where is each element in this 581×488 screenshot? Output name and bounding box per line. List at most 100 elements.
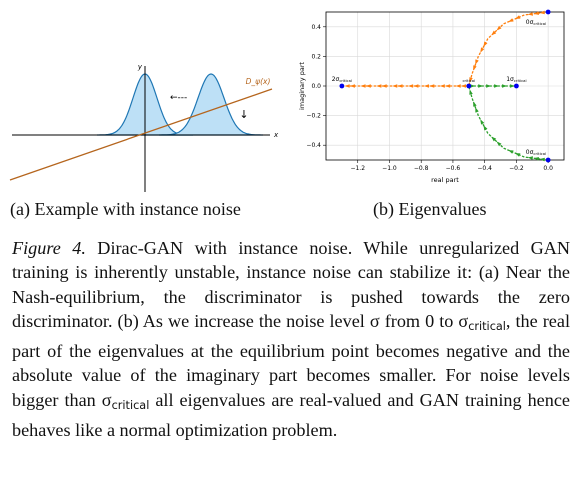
eigenvalue-label: 2σcritical <box>332 76 352 83</box>
series-2-arrowhead <box>470 84 476 88</box>
series-1-arrowhead <box>539 10 545 15</box>
y-tick-label: −0.4 <box>306 142 321 149</box>
generator-distribution-bump <box>159 73 263 136</box>
x-tick-label: −1.0 <box>382 165 397 172</box>
down-arrow: ↓ <box>239 108 248 121</box>
subcaption-a: (a) Example with instance noise <box>10 199 241 219</box>
eigenvalue-label: critical <box>462 78 475 83</box>
series-1-arrowhead <box>473 65 477 71</box>
subcaption-b: (b) Eigenvalues <box>373 199 487 219</box>
label-prefix: 0σ <box>526 19 534 26</box>
caption-text-1: Dirac-GAN with instance noise. While unr… <box>12 238 571 331</box>
series-1-arrowhead <box>483 41 488 47</box>
x-tick-label: −0.8 <box>414 165 429 172</box>
caption-subscript-2: critical <box>111 398 150 412</box>
series-2-path <box>467 85 549 161</box>
series-1-arrowhead <box>360 84 366 88</box>
series-2-arrowhead <box>473 101 477 107</box>
discriminator-line <box>9 88 273 181</box>
series-1-arrowhead <box>445 84 451 88</box>
eigenvalue-point <box>514 83 519 89</box>
series-1-arrowhead <box>533 11 539 15</box>
series-2-arrowhead <box>486 84 492 88</box>
series-1-arrowhead <box>496 25 502 31</box>
series-1-arrowhead <box>376 84 382 88</box>
eigenvalue-point <box>466 83 472 89</box>
series-2-arrowhead <box>508 150 514 154</box>
series-1-arrowhead <box>469 77 473 83</box>
series <box>341 10 549 162</box>
x-tick-label: −0.4 <box>477 165 492 172</box>
x-tick-label: −0.2 <box>509 165 524 172</box>
x-tick-label: 0.0 <box>543 165 553 172</box>
discriminator-label: D_ψ(x) <box>246 77 271 86</box>
series-1-arrowhead <box>397 84 403 88</box>
series-2-arrowhead <box>478 84 484 88</box>
x-axis-label: x <box>273 131 279 139</box>
panel-b-eigenvalue-chart: −1.2 −1.0 −0.8 −0.6 −0.4 −0.2 0.0 0.4 0.2 0.0 −0.2… <box>296 8 570 188</box>
y-axis-label: y <box>137 63 143 71</box>
eigenvalue-label: 0σcritical <box>526 149 546 156</box>
series-1-arrowhead <box>439 84 445 88</box>
panel-a-illustration: y x D_ψ(x) ←--- ↓ <box>8 56 284 196</box>
caption-text-3: all eigenvalues are real-valued and GAN … <box>12 389 570 440</box>
label-prefix: 0σ <box>526 149 534 156</box>
x-tick-label: −0.6 <box>446 165 461 172</box>
series-2-arrowhead <box>494 84 500 88</box>
series-1-arrowhead <box>413 84 419 88</box>
caption-text-2: , the real part of the eigenvalues at th… <box>12 310 570 410</box>
series-2-arrowhead <box>527 156 533 160</box>
series-2-arrowhead <box>502 84 507 88</box>
label-subscript: critical <box>533 151 546 156</box>
label-subscript: critical <box>514 78 527 83</box>
series-1-arrowhead <box>423 84 429 88</box>
eigenvalue-label: 0σcritical <box>526 19 546 26</box>
figure-caption: Figure 4. Dirac-GAN with instance noise.… <box>12 236 570 442</box>
series-2-arrowhead <box>533 157 539 161</box>
endpoints: 0σcritical0σcritical1σcriticalcritical2σ… <box>332 9 551 163</box>
y-tick-label: 0.2 <box>311 53 321 60</box>
series-2-arrowhead <box>539 157 545 162</box>
label-subscript: critical <box>462 78 475 83</box>
series-2-arrowhead <box>496 141 502 147</box>
series-1-arrowhead <box>515 15 521 19</box>
eigenvalue-point <box>339 83 345 89</box>
series-1-arrowhead <box>365 84 371 88</box>
y-tick-label: 0.0 <box>311 83 321 90</box>
eigenvalue-point <box>545 9 551 15</box>
series-2-arrowhead <box>515 153 521 157</box>
label-prefix: 1σ <box>506 76 514 83</box>
x-tick-label: −1.2 <box>350 165 365 172</box>
label-prefix: 2σ <box>332 76 340 83</box>
series-1-arrowhead <box>527 12 533 16</box>
series-2-arrowhead <box>480 119 485 125</box>
series-1-arrowhead <box>408 84 414 88</box>
series-2-arrowhead <box>483 125 488 131</box>
eigenvalue-point <box>545 157 551 163</box>
series-1-arrowhead <box>429 84 435 88</box>
x-axis-title: real part <box>431 176 459 184</box>
ticks: −1.2 −1.0 −0.8 −0.6 −0.4 −0.2 0.0 0.4 0.2 0.0 −0.2… <box>306 24 553 172</box>
series-1-arrowhead <box>381 84 387 88</box>
series-1-arrowhead <box>480 47 485 53</box>
series-2-arrowhead <box>469 89 473 95</box>
series-1-path <box>341 11 549 87</box>
y-tick-label: −0.2 <box>306 113 321 120</box>
label-subscript: critical <box>533 21 546 26</box>
series-2-arrowhead <box>475 107 479 113</box>
caption-subscript-1: critical <box>468 319 506 333</box>
series-1-arrowhead <box>461 84 467 88</box>
series-2-arrowhead <box>509 84 515 88</box>
series-1-arrowhead <box>475 59 479 65</box>
label-subscript: critical <box>339 78 352 83</box>
figure-label: Figure 4. <box>12 238 86 258</box>
left-arrow: ←--- <box>170 93 187 103</box>
series-2-arrowhead <box>491 136 497 142</box>
eigenvalue-label: 1σcritical <box>506 76 526 83</box>
series-1-arrowhead <box>392 84 398 88</box>
y-axis-title: imaginary part <box>298 62 306 111</box>
series-1-arrowhead <box>349 84 355 88</box>
series-1-arrowhead <box>508 18 514 22</box>
series-1-arrowhead <box>491 30 497 36</box>
y-tick-label: 0.4 <box>311 24 321 31</box>
